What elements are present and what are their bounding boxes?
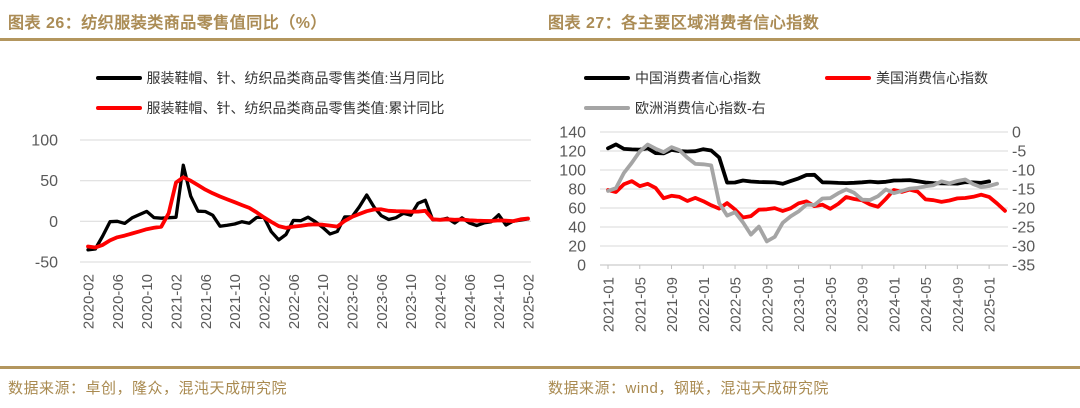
series-swatch-red-line [825, 75, 871, 81]
svg-text:2024-06: 2024-06 [462, 274, 479, 329]
legend-label: 中国消费者信心指数 [635, 70, 761, 86]
svg-text:2021-02: 2021-02 [169, 274, 186, 329]
svg-text:2025-01: 2025-01 [982, 277, 999, 332]
legend: 中国消费者信心指数 美国消费信心指数 欧洲消费信心指数-右 [540, 68, 1080, 118]
svg-text:0: 0 [577, 258, 586, 275]
series-swatch-gray-line [584, 105, 630, 111]
svg-text:2024-05: 2024-05 [918, 277, 935, 332]
svg-text:2020-06: 2020-06 [110, 274, 127, 329]
svg-text:2023-05: 2023-05 [823, 277, 840, 332]
legend-item-us-cci: 美国消费信心指数 [825, 68, 988, 88]
svg-text:-15: -15 [1012, 182, 1035, 199]
svg-text:120: 120 [559, 144, 586, 161]
svg-text:-35: -35 [1012, 258, 1035, 275]
legend-label: 服装鞋帽、针、纺织品类商品零售类值:累计同比 [146, 100, 445, 116]
svg-text:2021-05: 2021-05 [632, 277, 649, 332]
svg-text:0: 0 [49, 214, 58, 231]
svg-text:2022-10: 2022-10 [315, 274, 332, 329]
svg-text:2023-09: 2023-09 [855, 277, 872, 332]
svg-text:2022-05: 2022-05 [728, 277, 745, 332]
legend-item-monthly-yoy: 服装鞋帽、针、纺织品类商品零售类值:当月同比 [95, 68, 445, 88]
svg-text:60: 60 [568, 201, 586, 218]
svg-text:2024-09: 2024-09 [950, 277, 967, 332]
svg-text:2020-02: 2020-02 [81, 274, 98, 329]
legend-label: 美国消费信心指数 [876, 70, 988, 86]
svg-text:2023-10: 2023-10 [403, 274, 420, 329]
svg-text:2021-01: 2021-01 [601, 277, 618, 332]
svg-text:80: 80 [568, 182, 586, 199]
textile-retail-yoy-chart: 100 50 0 -50 2020-02 2020-06 2020-10 2021-02 202… [31, 133, 538, 330]
svg-text:50: 50 [40, 173, 58, 190]
title-rule [0, 38, 540, 41]
figure-title: 图表 26：纺织服装类商品零售值同比（%） [8, 15, 327, 32]
svg-text:2023-01: 2023-01 [791, 277, 808, 332]
svg-text:140: 140 [559, 125, 586, 142]
svg-text:-5: -5 [1012, 144, 1026, 161]
svg-text:2022-01: 2022-01 [696, 277, 713, 332]
svg-text:100: 100 [31, 133, 58, 150]
svg-text:2022-06: 2022-06 [286, 274, 303, 329]
svg-text:2021-06: 2021-06 [198, 274, 215, 329]
legend-label: 欧洲消费信心指数-右 [635, 100, 766, 116]
svg-text:0: 0 [1012, 125, 1021, 142]
legend-row: 中国消费者信心指数 美国消费信心指数 [584, 68, 1080, 88]
svg-text:2023-06: 2023-06 [374, 274, 391, 329]
svg-text:2020-10: 2020-10 [139, 274, 156, 329]
svg-text:2022-02: 2022-02 [257, 274, 274, 329]
svg-text:2024-01: 2024-01 [886, 277, 903, 332]
svg-text:2024-10: 2024-10 [491, 274, 508, 329]
svg-text:40: 40 [568, 220, 586, 237]
legend-item-china-cci: 中国消费者信心指数 [584, 68, 761, 88]
legend-label: 服装鞋帽、针、纺织品类商品零售类值:当月同比 [146, 70, 445, 86]
legend-item-europe-cci: 欧洲消费信心指数-右 [584, 98, 766, 118]
svg-text:-25: -25 [1012, 220, 1035, 237]
svg-text:100: 100 [559, 163, 586, 180]
svg-text:2023-02: 2023-02 [345, 274, 362, 329]
svg-text:-30: -30 [1012, 239, 1035, 256]
svg-text:2024-02: 2024-02 [433, 274, 450, 329]
legend: 服装鞋帽、针、纺织品类商品零售类值:当月同比 服装鞋帽、针、纺织品类商品零售类值… [0, 68, 540, 118]
series-swatch-red-line [95, 105, 142, 111]
legend-row: 欧洲消费信心指数-右 [584, 98, 1080, 118]
svg-text:2021-09: 2021-09 [664, 277, 681, 332]
svg-text:-20: -20 [1012, 201, 1035, 218]
svg-text:20: 20 [568, 239, 586, 256]
svg-text:2021-10: 2021-10 [227, 274, 244, 329]
title-rule [540, 38, 1080, 41]
svg-text:2022-09: 2022-09 [759, 277, 776, 332]
figure-title: 图表 27：各主要区域消费者信心指数 [548, 15, 820, 32]
series-swatch-black-line [584, 75, 630, 81]
svg-text:-10: -10 [1012, 163, 1035, 180]
panel-textile-retail-chart: 图表 26：纺织服装类商品零售值同比（%） 服装鞋帽、针、纺织品类商品零售类值:… [0, 15, 540, 330]
source-note-right: 数据来源：wind，钢联，混沌天成研究院 [548, 380, 829, 397]
data-source-footer: 数据来源：卓创，隆众，混沌天成研究院 数据来源：wind，钢联，混沌天成研究院 [0, 366, 1080, 398]
series-swatch-black-line [95, 75, 142, 81]
source-note-left: 数据来源：卓创，隆众，混沌天成研究院 [8, 380, 288, 397]
svg-text:2025-02: 2025-02 [521, 274, 538, 329]
consumer-confidence-chart: 140 120 100 80 60 40 20 0 0 -5 -10 -15 -20 -25 -30 -35 2… [559, 125, 1035, 333]
panel-consumer-confidence-chart: 图表 27：各主要区域消费者信心指数 中国消费者信心指数 美国消费信心指数 欧洲… [540, 0, 1080, 408]
legend-item-cumulative-yoy: 服装鞋帽、针、纺织品类商品零售类值:累计同比 [95, 98, 445, 118]
svg-text:-50: -50 [35, 255, 58, 272]
